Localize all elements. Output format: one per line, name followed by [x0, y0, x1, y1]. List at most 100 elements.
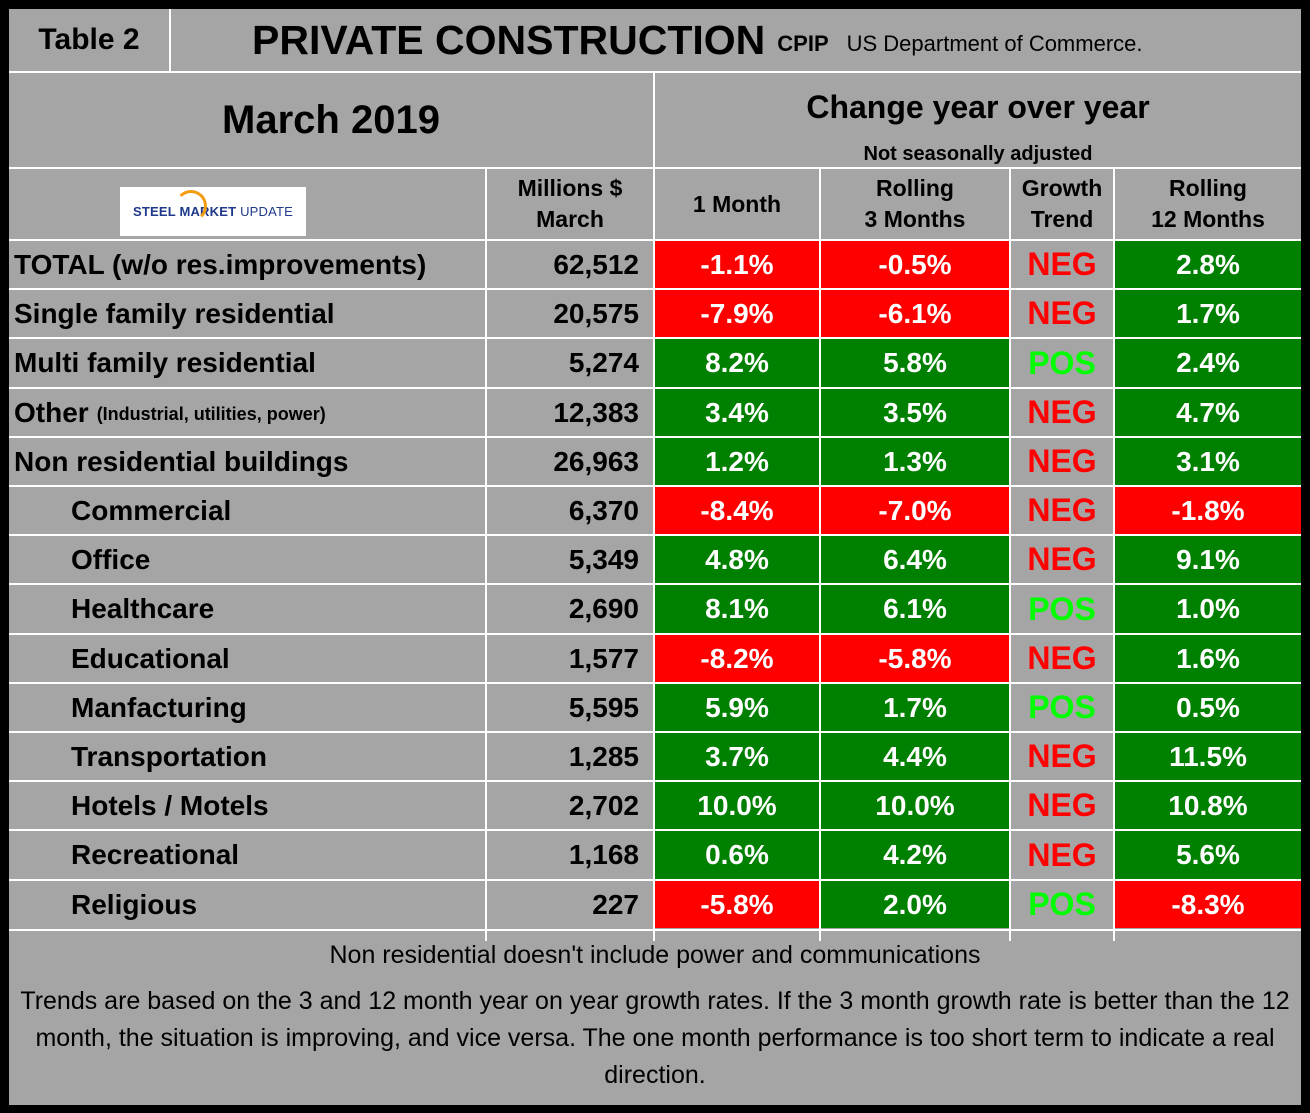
row-label: Educational	[71, 635, 479, 682]
row-label-subtext: (Industrial, utilities, power)	[96, 404, 326, 424]
rolling-3-change: 4.4%	[821, 733, 1009, 780]
millions-value: 227	[592, 888, 639, 920]
row-label: Healthcare	[71, 585, 479, 633]
row-label-text: Multi family residential	[14, 347, 316, 378]
one-month-change: 10.0%	[655, 782, 819, 829]
col-header-line: Rolling	[1169, 175, 1247, 201]
col-header-millions: Millions $ March	[487, 169, 653, 239]
one-month-change: 0.6%	[655, 831, 819, 879]
millions-value: 62,512	[553, 248, 639, 280]
millions-value: 5,274	[568, 347, 639, 378]
rolling-12-change: 3.1%	[1115, 438, 1301, 485]
change-heading: Change year over year	[806, 88, 1150, 125]
growth-trend: NEG	[1027, 787, 1097, 823]
row-label: Transportation	[71, 733, 479, 780]
divider	[9, 337, 1301, 339]
millions-value: 20,575	[553, 297, 639, 329]
one-month-change: 1.2%	[655, 438, 819, 485]
rolling-3-change: 5.8%	[821, 339, 1009, 387]
growth-trend: NEG	[1027, 541, 1097, 577]
footnote-trends: Trends are based on the 3 and 12 month y…	[20, 986, 1290, 1089]
rolling-12-change: 0.5%	[1115, 684, 1301, 731]
row-label: TOTAL (w/o res.improvements)	[14, 241, 479, 288]
millions-value: 12,383	[553, 396, 639, 428]
title-block: PRIVATE CONSTRUCTION CPIP US Department …	[252, 9, 1143, 71]
row-label-text: Transportation	[71, 740, 268, 772]
row-label-text: Office	[71, 543, 151, 575]
rolling-3-change: -7.0%	[821, 487, 1009, 534]
col-header-line: Rolling	[876, 175, 954, 201]
divider	[9, 780, 1301, 782]
col-header-line: Millions $	[517, 175, 623, 201]
row-label: Non residential buildings	[14, 438, 479, 485]
row-label: Manfacturing	[71, 684, 479, 731]
rolling-12-change: 1.0%	[1115, 585, 1301, 633]
logo-word: STEEL	[132, 204, 176, 219]
row-label: Single family residential	[14, 290, 479, 337]
logo-word: UPDATE	[240, 204, 294, 219]
col-header-1-month: 1 Month	[692, 190, 782, 217]
divider	[9, 829, 1301, 831]
row-label-text: Non residential buildings	[14, 445, 349, 477]
divider	[9, 879, 1301, 881]
col-header-growth-trend: Growth Trend	[1011, 169, 1113, 239]
one-month-change: 8.2%	[655, 339, 819, 387]
rolling-3-change: 4.2%	[821, 831, 1009, 879]
row-label-text: Commercial	[71, 494, 232, 526]
growth-trend: NEG	[1027, 738, 1097, 774]
rolling-12-change: 2.4%	[1115, 339, 1301, 387]
one-month-change: 8.1%	[655, 585, 819, 633]
col-header-rolling-3: Rolling 3 Months	[821, 169, 1009, 239]
rolling-12-change: -8.3%	[1115, 881, 1301, 928]
divider	[1009, 169, 1011, 941]
growth-trend: NEG	[1027, 836, 1097, 873]
row-label: Other (Industrial, utilities, power)	[14, 389, 479, 436]
divider	[9, 71, 1301, 73]
growth-trend: POS	[1028, 344, 1096, 381]
row-label: Hotels / Motels	[71, 782, 479, 829]
growth-trend: NEG	[1027, 394, 1097, 430]
growth-trend: POS	[1028, 689, 1096, 725]
rolling-3-change: 10.0%	[821, 782, 1009, 829]
divider	[9, 485, 1301, 487]
row-label-text: Other	[14, 396, 89, 428]
row-label-text: Recreational	[71, 839, 240, 870]
rolling-3-change: 1.3%	[821, 438, 1009, 485]
divider	[819, 169, 821, 941]
rolling-3-change: -6.1%	[821, 290, 1009, 337]
growth-trend: NEG	[1027, 443, 1097, 479]
divider	[9, 731, 1301, 733]
growth-trend: NEG	[1027, 492, 1097, 528]
rolling-3-change: 3.5%	[821, 389, 1009, 436]
row-label: Office	[71, 536, 479, 583]
row-label: Religious	[71, 881, 479, 928]
page-title: PRIVATE CONSTRUCTION	[252, 16, 766, 63]
rolling-3-change: 6.1%	[821, 585, 1009, 633]
divider	[9, 583, 1301, 585]
row-label-text: Hotels / Motels	[71, 789, 269, 821]
rolling-3-change: 2.0%	[821, 881, 1009, 928]
millions-value: 1,577	[568, 642, 639, 674]
rolling-12-change: 10.8%	[1115, 782, 1301, 829]
row-label-text: Healthcare	[71, 593, 215, 624]
rolling-12-change: 5.6%	[1115, 831, 1301, 879]
rolling-3-change: -0.5%	[821, 241, 1009, 288]
rolling-12-change: -1.8%	[1115, 487, 1301, 534]
rolling-3-change: 6.4%	[821, 536, 1009, 583]
row-label: Multi family residential	[14, 339, 479, 387]
one-month-change: -1.1%	[655, 241, 819, 288]
rolling-3-change: 1.7%	[821, 684, 1009, 731]
col-header-line: 12 Months	[1151, 206, 1265, 232]
one-month-change: -8.2%	[655, 635, 819, 682]
col-header-line: Trend	[1030, 206, 1094, 232]
growth-trend: NEG	[1027, 246, 1097, 282]
millions-value: 2,690	[568, 593, 639, 624]
divider	[9, 534, 1301, 536]
growth-trend: POS	[1028, 590, 1096, 627]
divider	[9, 167, 1301, 169]
divider	[1113, 169, 1115, 941]
divider	[9, 288, 1301, 290]
table-label: Table 2	[38, 23, 140, 56]
period-heading: March 2019	[222, 97, 440, 142]
